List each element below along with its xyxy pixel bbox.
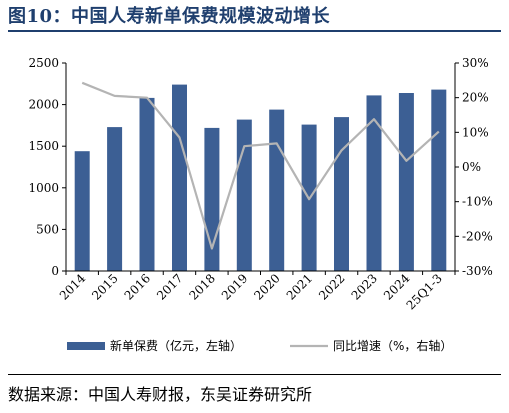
- x-tick-label: 2019: [219, 271, 250, 302]
- x-tick-label: 2016: [122, 271, 153, 302]
- left-tick-label: 500: [36, 222, 59, 236]
- x-tick-label: 25Q1-3: [404, 271, 445, 312]
- left-tick-label: 1500: [28, 139, 59, 153]
- right-tick-label: -20%: [462, 229, 493, 243]
- bar-2016: [139, 97, 155, 272]
- data-source: 数据来源：中国人寿财报，东吴证券研究所: [8, 385, 313, 404]
- right-tick-label: 0%: [462, 160, 481, 174]
- left-tick-label: 2500: [28, 56, 59, 70]
- title-divider: [8, 30, 501, 32]
- legend-line-label: 同比增速（%，右轴）: [333, 338, 452, 353]
- axes: 0 500 1000 1500 2000 2500 -30% -20% -10% 0% 10% 20%…: [28, 56, 492, 278]
- left-tick-label: 2000: [28, 98, 59, 112]
- x-tick-label: 2023: [349, 271, 380, 302]
- bar-2020: [269, 109, 285, 271]
- legend-bar-label: 新单保费（亿元，左轴）: [110, 338, 242, 353]
- right-tick-label: 20%: [462, 91, 489, 105]
- right-tick-label: -30%: [462, 264, 493, 278]
- figure-title: 图10：中国人寿新单保费规模波动增长: [8, 6, 331, 27]
- left-tick-label: 0: [51, 264, 59, 278]
- bar-series: [74, 84, 447, 272]
- bar-2014: [74, 151, 90, 271]
- x-tick-label: 2021: [284, 271, 315, 302]
- bar-2019: [236, 119, 252, 271]
- bar-2022: [334, 117, 349, 271]
- right-tick-label: 30%: [462, 56, 489, 70]
- x-tick-label: 2015: [89, 271, 120, 302]
- bar-2024: [398, 93, 414, 271]
- x-tick-label: 2014: [57, 271, 89, 303]
- legend-bar-swatch: [67, 342, 105, 350]
- line-series: [81, 81, 440, 250]
- x-tick-label: 2020: [251, 271, 282, 302]
- bar-2015: [107, 127, 123, 271]
- bar-2023: [366, 95, 382, 272]
- bar-2017: [172, 84, 187, 271]
- legend: 新单保费（亿元，左轴） 同比增速（%，右轴）: [67, 338, 452, 353]
- x-tick-labels: 2014 2015 2016 2017 2018 2019 2020 2021 2022 2023…: [57, 271, 445, 313]
- bar-25Q1-3: [431, 89, 447, 271]
- right-tick-label: 10%: [462, 125, 489, 139]
- source-divider: [8, 374, 501, 375]
- x-tick-label: 2017: [154, 271, 185, 302]
- left-tick-label: 1000: [28, 181, 59, 195]
- growth-line: [81, 81, 440, 250]
- x-tick-label: 2018: [186, 271, 217, 302]
- x-tick-label: 2022: [316, 271, 347, 302]
- right-tick-label: -10%: [462, 195, 493, 209]
